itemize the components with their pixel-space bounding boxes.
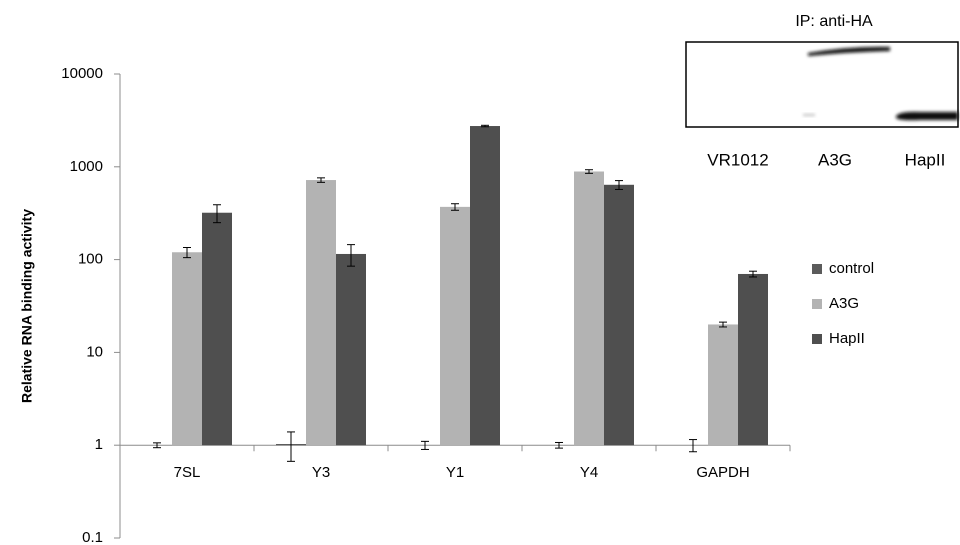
- blot-band: [896, 112, 958, 120]
- bar: [708, 324, 738, 445]
- error-bar: [287, 432, 295, 461]
- y-tick-label: 10: [86, 343, 103, 360]
- legend-swatch: [812, 334, 822, 344]
- blot-band: [803, 114, 815, 116]
- bar: [336, 254, 366, 445]
- lane-label: A3G: [818, 150, 852, 169]
- lane-label: HapII: [905, 150, 946, 169]
- y-tick-label: 1000: [70, 158, 103, 175]
- bar: [738, 274, 768, 445]
- bar: [574, 171, 604, 445]
- bar: [470, 126, 500, 445]
- legend-swatch: [812, 299, 822, 309]
- bar: [440, 207, 470, 445]
- x-tick-label: Y3: [312, 464, 330, 481]
- legend-swatch: [812, 264, 822, 274]
- bar: [604, 185, 634, 445]
- y-tick-label: 10000: [61, 65, 103, 82]
- legend-label: A3G: [829, 295, 859, 312]
- y-tick-label: 100: [78, 251, 103, 268]
- x-tick-label: Y4: [580, 464, 598, 481]
- y-tick-label: 0.1: [82, 529, 103, 545]
- x-tick-label: Y1: [446, 464, 464, 481]
- legend-label: HapII: [829, 330, 865, 347]
- bar: [202, 213, 232, 445]
- lane-label: VR1012: [707, 150, 768, 169]
- blot-inset: IP: anti-HA VR1012 A3G HapII: [686, 13, 958, 169]
- x-tick-label: 7SL: [174, 464, 201, 481]
- bar: [306, 180, 336, 445]
- bar: [172, 252, 202, 445]
- y-axis-label: Relative RNA binding activity: [19, 209, 35, 403]
- inset-title: IP: anti-HA: [795, 13, 873, 30]
- x-tick-label: GAPDH: [696, 464, 749, 481]
- legend-label: control: [829, 260, 874, 277]
- y-tick-label: 1: [95, 436, 103, 453]
- chart: Relative RNA binding activity IP: anti-H…: [0, 0, 960, 545]
